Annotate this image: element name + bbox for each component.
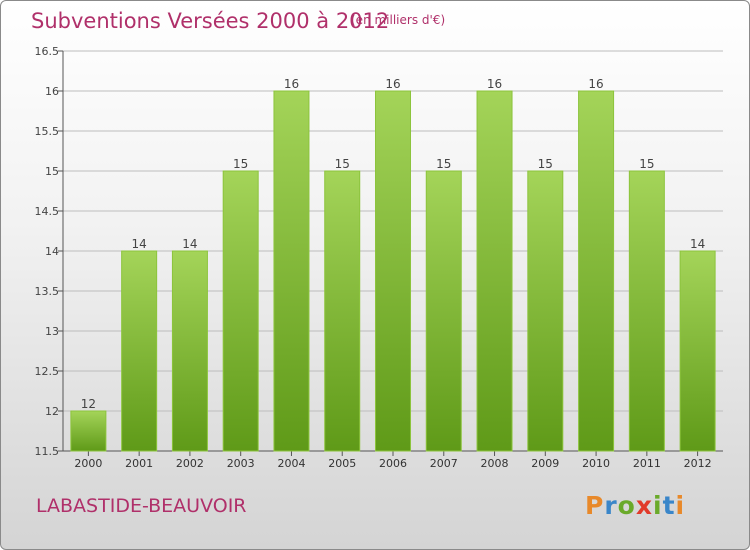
logo-letter: x [635, 491, 653, 520]
logo-letter: o [617, 491, 636, 520]
bar-value-label: 15 [335, 157, 350, 171]
bar-value-label: 16 [284, 77, 299, 91]
bar-value-label: 16 [588, 77, 603, 91]
logo-letter: P [585, 491, 605, 520]
logo-letter: t [662, 491, 676, 520]
y-tick-label: 15 [45, 165, 59, 178]
bar-value-label: 15 [436, 157, 451, 171]
x-tick-label: 2010 [582, 457, 610, 470]
chart-subtitle: (en milliers d'€) [351, 13, 446, 27]
y-tick-label: 12 [45, 405, 59, 418]
logo-letter: i [675, 491, 686, 520]
x-tick-label: 2006 [379, 457, 407, 470]
logo-letter: r [604, 491, 618, 520]
bar-value-label: 14 [690, 237, 705, 251]
bar-2011 [628, 170, 665, 452]
x-tick-label: 2008 [481, 457, 509, 470]
bar-value-label: 16 [385, 77, 400, 91]
y-tick-label: 14 [45, 245, 59, 258]
chart-title: Subventions Versées 2000 à 2012 [31, 9, 390, 33]
commune-name: LABASTIDE-BEAUVOIR [36, 495, 247, 517]
bar-2005 [324, 170, 361, 452]
x-tick-label: 2004 [277, 457, 305, 470]
y-tick-label: 16 [45, 85, 59, 98]
x-tick-label: 2005 [328, 457, 356, 470]
proxiti-logo: Proxiti [585, 491, 685, 520]
bar-2003 [222, 170, 259, 452]
bar-2004 [273, 90, 310, 452]
y-tick-label: 11.5 [35, 445, 60, 458]
bar-2012 [679, 250, 716, 452]
bar-value-label: 12 [81, 397, 96, 411]
bar-2001 [121, 250, 158, 452]
y-tick-label: 15.5 [35, 125, 60, 138]
bar-2006 [375, 90, 411, 452]
bar-value-label: 15 [538, 157, 553, 171]
y-tick-label: 14.5 [35, 205, 60, 218]
bar-2010 [578, 90, 615, 452]
bar-2000 [70, 410, 107, 452]
bar-2009 [527, 170, 564, 452]
y-tick-label: 13 [45, 325, 59, 338]
bar-2002 [171, 250, 208, 452]
y-tick-label: 13.5 [35, 285, 60, 298]
x-tick-label: 2007 [430, 457, 458, 470]
x-tick-label: 2012 [684, 457, 712, 470]
x-tick-label: 2009 [531, 457, 559, 470]
x-tick-label: 2000 [74, 457, 102, 470]
x-tick-label: 2011 [633, 457, 661, 470]
bar-value-label: 15 [639, 157, 654, 171]
bar-2007 [425, 170, 462, 452]
x-tick-label: 2002 [176, 457, 204, 470]
x-tick-label: 2003 [227, 457, 255, 470]
x-tick-label: 2001 [125, 457, 153, 470]
bar-value-label: 14 [132, 237, 147, 251]
logo-letter: i [653, 491, 663, 520]
y-tick-label: 12.5 [35, 365, 60, 378]
y-tick-label: 16.5 [35, 45, 60, 58]
bar-value-label: 16 [487, 77, 502, 91]
bar-value-label: 15 [233, 157, 248, 171]
bar-value-label: 14 [182, 237, 197, 251]
bar-2008 [476, 90, 513, 452]
